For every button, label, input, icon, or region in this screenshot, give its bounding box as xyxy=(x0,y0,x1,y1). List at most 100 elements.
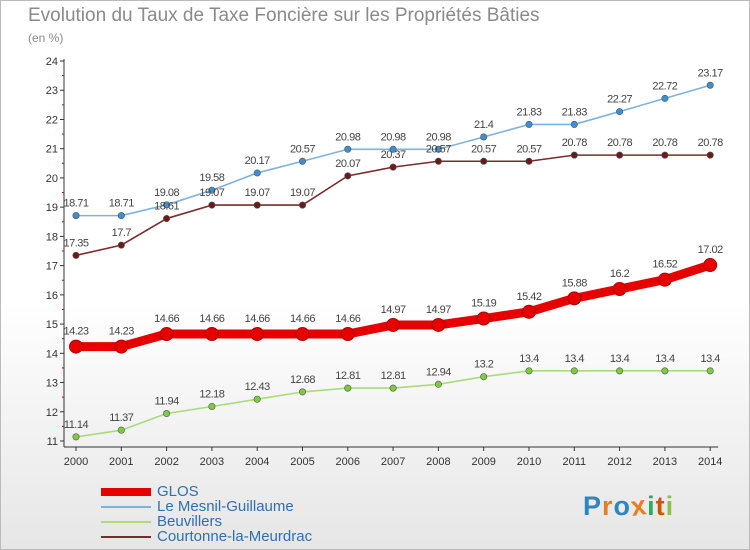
x-tick-label: 2012 xyxy=(607,456,631,468)
data-label: 20.17 xyxy=(245,155,270,167)
data-point xyxy=(431,317,446,332)
data-point xyxy=(703,258,718,273)
x-tick-label: 2011 xyxy=(562,456,586,468)
data-label: 14.66 xyxy=(290,313,315,325)
data-point xyxy=(480,133,488,141)
data-point xyxy=(204,327,219,342)
x-tick-label: 2006 xyxy=(336,456,360,468)
data-point xyxy=(344,145,352,153)
data-point xyxy=(389,145,397,153)
y-tick-label: 12 xyxy=(46,407,58,419)
data-label: 12.81 xyxy=(381,370,406,382)
x-tick-label: 2009 xyxy=(471,456,495,468)
data-point xyxy=(72,212,80,220)
data-point xyxy=(253,169,261,177)
data-label: 12.68 xyxy=(290,374,315,386)
data-label: 20.98 xyxy=(335,131,360,143)
data-point xyxy=(117,241,125,249)
data-point xyxy=(389,384,397,392)
series-le-mesnil-guillaume xyxy=(72,81,714,220)
data-label: 20.98 xyxy=(426,131,451,143)
data-label: 19.58 xyxy=(199,172,224,184)
data-label: 19.07 xyxy=(290,187,315,199)
data-point xyxy=(163,215,171,223)
legend-label: Beuvillers xyxy=(157,513,223,530)
data-point xyxy=(706,81,714,89)
data-label: 15.88 xyxy=(562,277,587,289)
data-point xyxy=(298,388,306,396)
data-point xyxy=(522,304,536,319)
data-label: 13.4 xyxy=(700,353,720,365)
data-label: 21.83 xyxy=(516,106,541,118)
y-tick-label: 18 xyxy=(46,231,58,243)
chart-unit-label: (en %) xyxy=(28,31,64,45)
data-label: 13.4 xyxy=(610,353,630,365)
data-point xyxy=(253,395,261,403)
data-label: 14.66 xyxy=(199,313,224,325)
data-label: 20.78 xyxy=(562,137,587,149)
data-point xyxy=(69,339,83,354)
data-point xyxy=(434,380,442,388)
data-point xyxy=(114,339,129,354)
data-point xyxy=(706,151,714,159)
x-tick-label: 2014 xyxy=(698,456,722,468)
data-point xyxy=(253,201,261,209)
x-tick-label: 2007 xyxy=(381,456,405,468)
chart-title: Evolution du Taux de Taxe Foncière sur l… xyxy=(28,5,540,26)
data-label: 13.4 xyxy=(655,353,675,365)
x-tick-label: 2010 xyxy=(517,456,541,468)
data-label: 20.78 xyxy=(698,137,723,149)
data-label: 13.4 xyxy=(519,353,539,365)
data-point xyxy=(295,327,310,342)
y-tick-label: 22 xyxy=(46,114,58,126)
data-label: 20.57 xyxy=(290,143,315,155)
data-label: 14.23 xyxy=(109,326,134,338)
data-point xyxy=(616,151,624,159)
data-label: 16.2 xyxy=(610,268,630,280)
data-label: 11.14 xyxy=(64,419,89,431)
x-tick-label: 2008 xyxy=(426,456,450,468)
legend-swatch xyxy=(101,506,151,508)
data-point xyxy=(525,157,533,165)
data-point xyxy=(72,433,80,441)
series-beuvillers xyxy=(72,367,714,441)
data-point xyxy=(525,367,533,375)
data-point xyxy=(476,311,491,326)
data-point xyxy=(706,367,714,375)
y-tick-label: 24 xyxy=(46,56,58,68)
data-label: 14.97 xyxy=(426,304,451,316)
data-label: 16.52 xyxy=(652,259,677,271)
y-tick-label: 13 xyxy=(46,378,58,390)
logo-letter: P xyxy=(583,491,603,521)
data-point xyxy=(298,157,306,165)
data-point xyxy=(208,186,216,194)
data-point xyxy=(570,151,578,159)
data-point xyxy=(340,327,355,342)
legend-swatch xyxy=(101,521,151,523)
data-label: 12.18 xyxy=(199,389,224,401)
data-label: 14.66 xyxy=(154,313,179,325)
data-point xyxy=(480,157,488,165)
data-point xyxy=(163,201,171,209)
legend-label: GLOS xyxy=(157,483,199,500)
data-point xyxy=(661,367,669,375)
data-point xyxy=(117,426,125,434)
logo-letter: i xyxy=(647,491,656,521)
y-tick-label: 16 xyxy=(46,290,58,302)
chart-axes: 11 12 13 14 15 16 17 18 19 20 21 22 23 24 2000 2001 2002… xyxy=(46,56,723,468)
data-label: 11.37 xyxy=(109,412,134,424)
data-point xyxy=(570,367,578,375)
y-tick-label: 19 xyxy=(46,202,58,214)
data-label: 18.61 xyxy=(154,201,179,213)
x-tick-label: 2002 xyxy=(154,456,178,468)
data-label: 23.17 xyxy=(698,67,723,79)
data-point xyxy=(72,251,80,259)
data-point xyxy=(117,212,125,220)
data-point xyxy=(250,327,265,342)
data-point xyxy=(389,163,397,171)
data-label: 20.78 xyxy=(652,137,677,149)
data-label: 20.57 xyxy=(516,143,541,155)
data-label: 15.42 xyxy=(516,291,541,303)
data-label: 18.71 xyxy=(63,198,88,210)
